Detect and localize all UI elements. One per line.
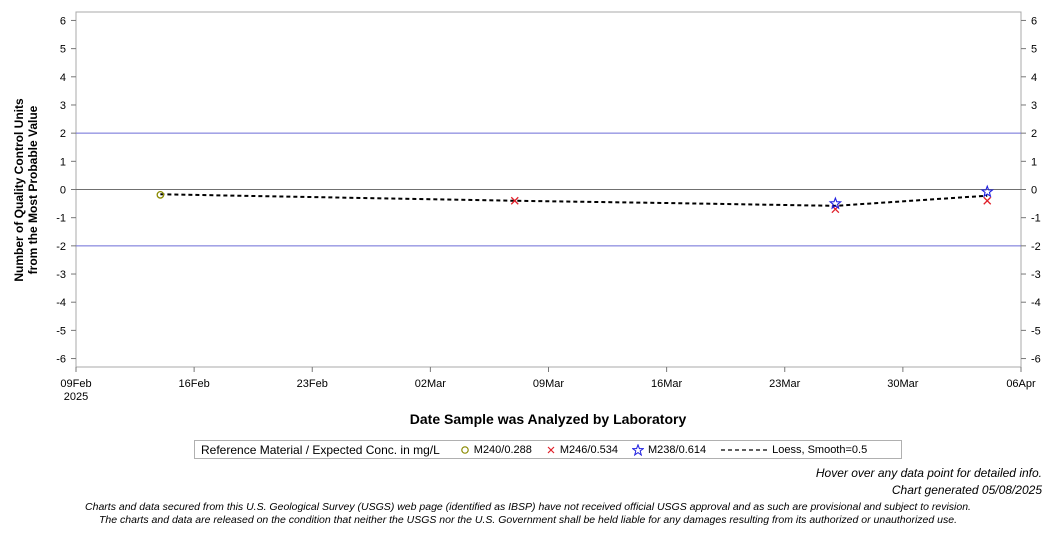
- y-axis-label-line1: Number of Quality Control Units: [12, 98, 26, 282]
- disclaimer-line-2: The charts and data are released on the …: [99, 514, 957, 526]
- legend: Reference Material / Expected Conc. in m…: [194, 440, 902, 459]
- y-tick-label: -3: [56, 269, 66, 281]
- y-tick-label: -1: [56, 213, 66, 225]
- legend-item-m246: M246/0.534: [546, 444, 618, 456]
- legend-item-m238: M238/0.614: [632, 443, 707, 456]
- data-point-m240: [156, 191, 165, 199]
- dashed-line-icon: [721, 448, 768, 451]
- y-tick-label-right: -6: [1031, 354, 1041, 366]
- legend-label-loess: Loess, Smooth=0.5: [772, 443, 868, 456]
- x-tick-label: 09Feb: [60, 378, 91, 390]
- y-tick-label-right: -1: [1031, 213, 1041, 225]
- x-marker-icon: [547, 446, 555, 453]
- legend-item-m240: M240/0.288: [460, 444, 532, 456]
- y-tick-label: 1: [60, 156, 66, 168]
- y-tick-label: 0: [60, 185, 66, 197]
- y-tick-label-right: 5: [1031, 44, 1037, 56]
- y-tick-label-right: -5: [1031, 325, 1041, 337]
- circle-marker-icon: [460, 445, 469, 454]
- hover-note: Hover over any data point for detailed i…: [815, 466, 1042, 480]
- loess-line: [160, 193, 988, 207]
- x-axis-label: Date Sample was Analyzed by Laboratory: [410, 411, 687, 427]
- y-tick-label: 3: [60, 100, 66, 112]
- legend-label-m240: M240/0.288: [473, 443, 532, 456]
- data-point-m238: [828, 196, 843, 210]
- y-tick-label-right: 0: [1031, 185, 1037, 197]
- generated-note: Chart generated 05/08/2025: [891, 483, 1042, 497]
- y-tick-label-right: 2: [1031, 128, 1037, 140]
- y-tick-label-right: 6: [1031, 15, 1037, 27]
- x-tick-label: 16Feb: [179, 378, 210, 390]
- legend-item-loess: Loess, Smooth=0.5: [720, 444, 867, 456]
- y-tick-label: -4: [56, 297, 66, 309]
- x-tick-label: 23Mar: [769, 378, 801, 390]
- legend-label-m246: M246/0.534: [559, 443, 618, 456]
- x-tick-label: 30Mar: [887, 378, 919, 390]
- y-axis-label-line2: from the Most Probable Value: [26, 105, 40, 274]
- x-tick-label: 23Feb: [297, 378, 328, 390]
- x-tick-label: 09Mar: [533, 378, 565, 390]
- data-point-m238: [980, 184, 994, 198]
- data-point-m246: [510, 196, 519, 205]
- y-tick-label-right: -4: [1031, 297, 1041, 309]
- y-tick-label: 2: [60, 128, 66, 140]
- legend-label-m238: M238/0.614: [648, 443, 707, 456]
- x-tick-label: 16Mar: [651, 378, 683, 390]
- y-tick-label-right: 1: [1031, 156, 1037, 168]
- y-tick-label: -6: [56, 354, 66, 366]
- y-tick-label: 4: [60, 72, 66, 84]
- data-point-m246: [983, 196, 992, 205]
- x-tick-label: 02Mar: [415, 378, 447, 390]
- y-tick-label-right: -2: [1031, 241, 1041, 253]
- disclaimer-line-1: Charts and data secured from this U.S. G…: [85, 501, 971, 513]
- x-tick-label: 06Apr: [1006, 378, 1036, 390]
- y-tick-label-right: 4: [1031, 72, 1037, 84]
- y-tick-label: 6: [60, 15, 66, 27]
- star-marker-icon: [632, 443, 644, 456]
- y-tick-label-right: -3: [1031, 269, 1041, 281]
- y-tick-label-right: 3: [1031, 100, 1037, 112]
- y-tick-label: 5: [60, 44, 66, 56]
- x-tick-sublabel: 2025: [64, 391, 88, 403]
- y-tick-label: -5: [56, 325, 66, 337]
- y-tick-label: -2: [56, 241, 66, 253]
- legend-title: Reference Material / Expected Conc. in m…: [201, 442, 440, 457]
